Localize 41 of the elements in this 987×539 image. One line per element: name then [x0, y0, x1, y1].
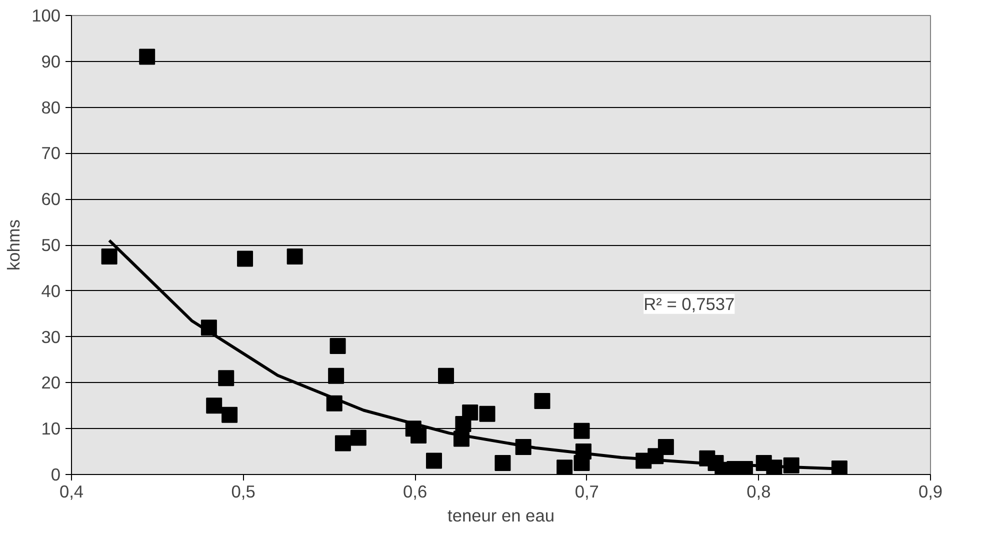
- x-tick-label: 0,5: [231, 482, 256, 502]
- y-tick-label: 30: [41, 326, 61, 347]
- x-tick-label: 0,4: [59, 482, 84, 502]
- point: [556, 460, 573, 474]
- x-tick-label: 0,6: [403, 482, 428, 502]
- point: [658, 438, 674, 455]
- point: [462, 404, 478, 421]
- y-tick-label: 80: [41, 97, 61, 118]
- point: [534, 393, 550, 410]
- point: [494, 455, 511, 472]
- y-tick-label: 70: [41, 143, 61, 164]
- x-tick-label: 0,7: [574, 482, 599, 502]
- y-tick-label: 90: [41, 51, 61, 72]
- point: [222, 406, 238, 423]
- y-axis-title: kohms: [4, 219, 24, 271]
- point: [101, 248, 118, 264]
- point: [206, 398, 222, 414]
- y-tick-label: 10: [41, 418, 61, 439]
- point: [218, 370, 234, 386]
- annotation: R² = 0,7537: [644, 294, 735, 314]
- point: [139, 48, 156, 65]
- x-axis-title: teneur en eau: [448, 506, 554, 526]
- point: [330, 338, 346, 354]
- point: [438, 368, 454, 384]
- x-tick-label: 0,8: [746, 482, 771, 502]
- point: [350, 430, 366, 446]
- point: [334, 435, 351, 452]
- y-tick-label: 60: [41, 189, 61, 210]
- y-tick-label: 50: [41, 235, 61, 255]
- y-tick-label: 0: [50, 464, 61, 484]
- point: [286, 248, 303, 264]
- point: [328, 368, 344, 384]
- y-tick-label: 40: [41, 280, 61, 301]
- y-tick-label: 100: [32, 6, 61, 26]
- point: [410, 427, 427, 444]
- point: [574, 422, 590, 439]
- y-tick-label: 20: [41, 372, 61, 393]
- x-tick-label: 0,9: [918, 482, 943, 502]
- point: [426, 452, 442, 469]
- point: [479, 406, 496, 422]
- point: [237, 250, 254, 267]
